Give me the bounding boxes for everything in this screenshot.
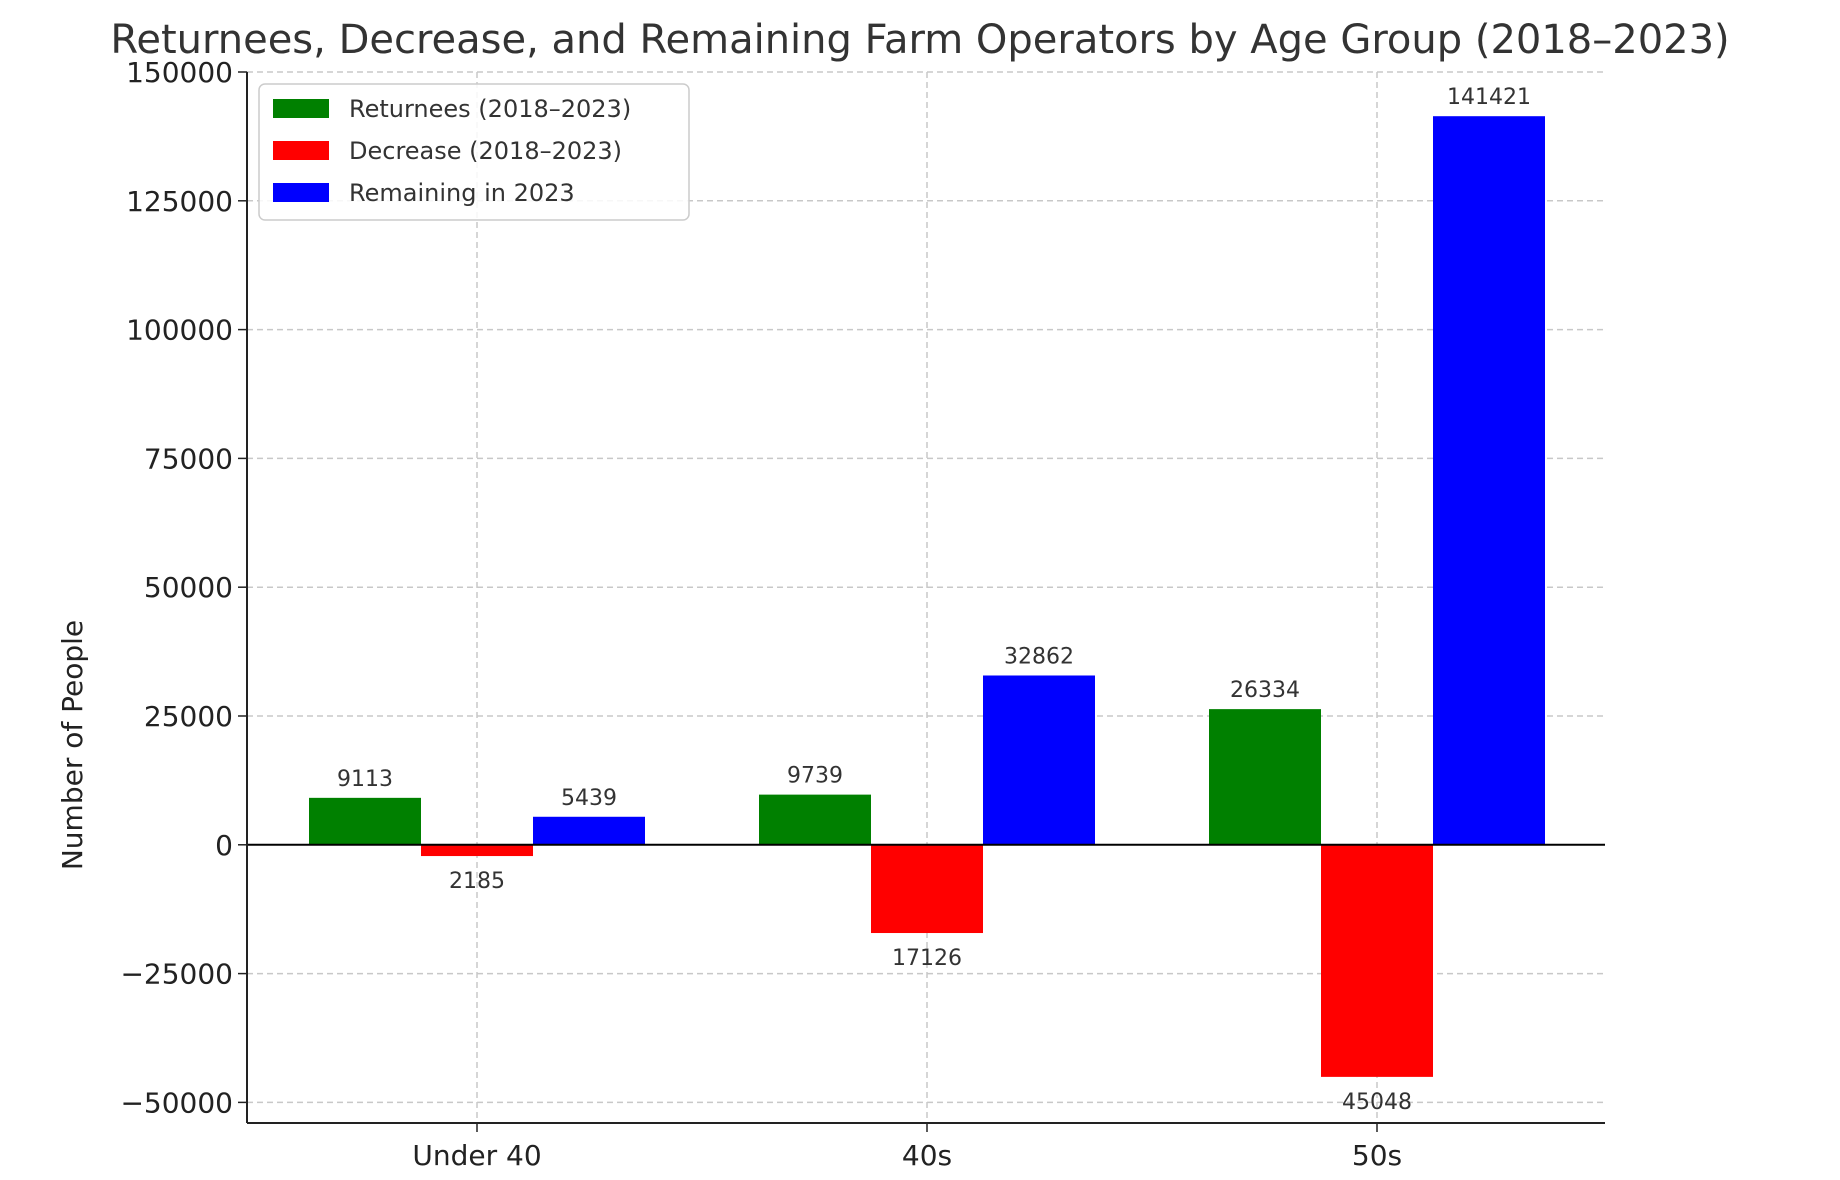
legend-box <box>258 83 690 221</box>
y-tick-label: 150000 <box>126 56 233 89</box>
axes-layer <box>238 71 1605 1132</box>
y-tick-label: 75000 <box>144 442 233 475</box>
legend-swatch <box>273 141 329 160</box>
data-label: 9113 <box>337 767 393 792</box>
y-tick-label: 25000 <box>144 700 233 733</box>
data-label: 45048 <box>1342 1090 1412 1115</box>
data-label: 2185 <box>449 869 505 894</box>
labels-layer: −50000 −25000 0 25000 50000 75000 100000 125000… <box>120 56 1531 1172</box>
legend-label: Remaining in 2023 <box>349 179 575 207</box>
legend-label: Returnees (2018–2023) <box>349 95 631 123</box>
bar <box>871 844 983 934</box>
legend-label: Decrease (2018–2023) <box>349 137 622 165</box>
data-label: 26334 <box>1230 678 1300 703</box>
y-tick-label: 125000 <box>126 185 233 218</box>
y-tick-label: −50000 <box>120 1086 233 1119</box>
data-label: 141421 <box>1447 85 1531 110</box>
y-tick-label: 50000 <box>144 571 233 604</box>
bar <box>983 675 1095 845</box>
chart-title: Returnees, Decrease, and Remaining Farm … <box>110 17 1729 63</box>
bar <box>533 816 645 845</box>
bar <box>759 794 871 845</box>
legend-swatch <box>273 99 329 118</box>
x-tick-label: 40s <box>902 1139 952 1172</box>
data-label: 17126 <box>892 946 962 971</box>
bars-layer <box>309 116 1545 1077</box>
bar <box>421 844 533 857</box>
x-tick-label: Under 40 <box>412 1139 541 1172</box>
y-tick-label: 100000 <box>126 314 233 347</box>
legend: Returnees (2018–2023) Decrease (2018–2023… <box>258 83 690 221</box>
bar <box>1433 116 1545 845</box>
legend-swatch <box>273 183 329 202</box>
bar <box>309 797 421 845</box>
bar <box>1321 844 1433 1077</box>
data-label: 9739 <box>787 764 843 789</box>
bar <box>1209 709 1321 845</box>
x-tick-label: 50s <box>1352 1139 1402 1172</box>
y-tick-label: 0 <box>215 829 233 862</box>
y-axis-label: Number of People <box>56 620 89 870</box>
y-tick-label: −25000 <box>120 958 233 991</box>
data-label: 5439 <box>561 786 617 811</box>
data-label: 32862 <box>1004 644 1074 669</box>
